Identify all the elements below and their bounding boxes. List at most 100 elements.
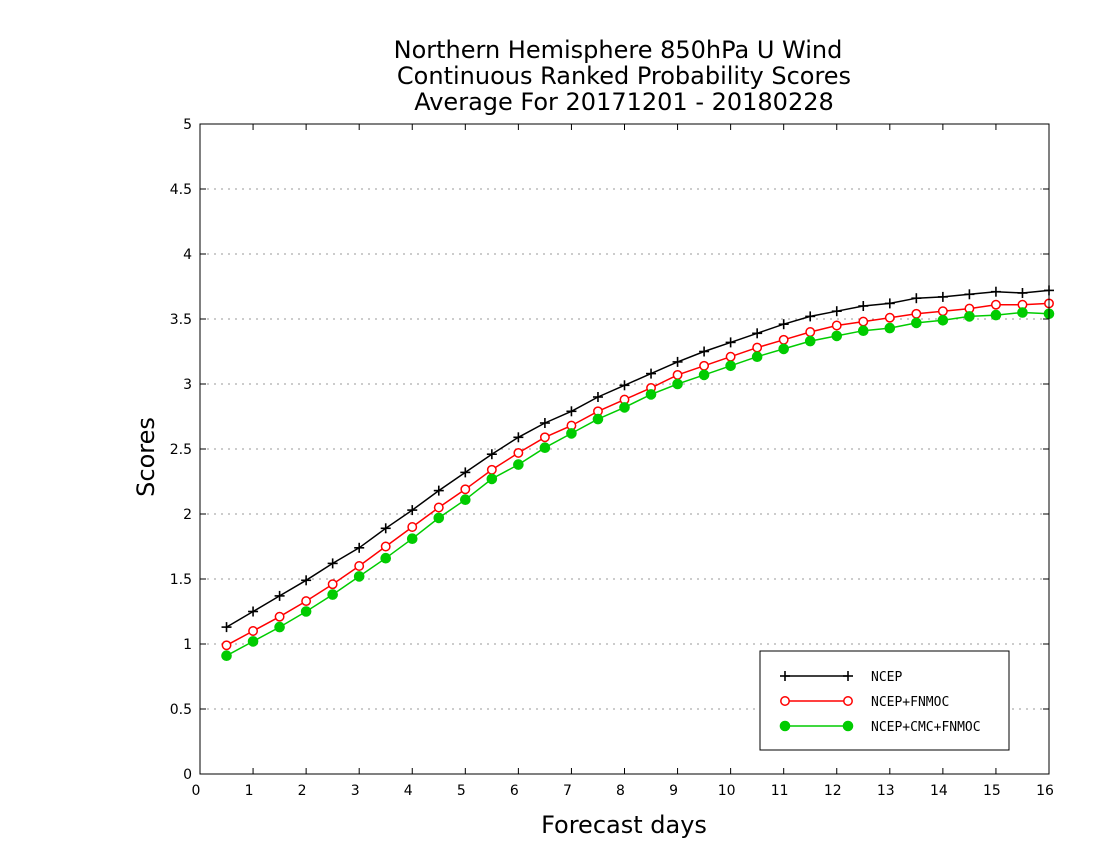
series-2-point-25 <box>884 322 896 334</box>
series-0 <box>221 285 1054 633</box>
series-line-0 <box>226 289 1050 628</box>
axis-ticks: 0 1 2 3 4 5 6 7 8 9 10 11 12 13 14 15 1600.511.522.533.5… <box>170 117 1054 799</box>
series-1-point-3 <box>301 596 312 607</box>
series-0-point-23 <box>831 306 842 317</box>
legend-marker-start-0 <box>780 671 790 681</box>
series-0-point-26 <box>911 293 922 304</box>
series-2-point-29 <box>990 309 1002 321</box>
series-1-point-10 <box>486 464 497 475</box>
chart-title: Northern Hemisphere 850hPa U Wind Contin… <box>394 36 851 116</box>
y-tick-label-3: 1.5 <box>170 572 192 588</box>
series-1-point-21 <box>778 334 789 345</box>
y-tick-label-7: 3.5 <box>170 312 192 328</box>
x-tick-label-7: 7 <box>563 783 572 799</box>
series-1-point-17 <box>672 369 683 380</box>
series-2-point-1 <box>247 636 259 647</box>
x-tick-label-13: 13 <box>877 783 895 799</box>
y-tick-label-10: 5 <box>183 117 192 133</box>
series-2-point-2 <box>274 621 285 633</box>
x-axis-title: Forecast days <box>541 811 707 839</box>
series-0-point-28 <box>964 289 975 300</box>
series-1-point-0 <box>221 640 232 651</box>
series-0-point-0 <box>221 622 232 633</box>
series-0-point-27 <box>937 291 948 302</box>
series-1-point-20 <box>752 342 763 353</box>
chart-title-line-2: Continuous Ranked Probability Scores <box>397 62 851 90</box>
series-0-point-30 <box>1017 288 1028 298</box>
series-1-point-11 <box>513 447 524 458</box>
x-tick-label-2: 2 <box>298 783 307 799</box>
legend: NCEP NCEP+FNMOC NCEP+CMC+FNMOC <box>759 650 1010 751</box>
series-2-point-12 <box>539 442 551 454</box>
series-0-point-6 <box>380 523 391 534</box>
series-1-point-6 <box>380 541 391 552</box>
x-tick-label-14: 14 <box>930 783 948 799</box>
chart-title-line-3: Average For 20171201 - 20180228 <box>414 88 834 116</box>
series-0-point-25 <box>884 298 895 309</box>
series-0-point-4 <box>327 558 338 569</box>
series-2-point-18 <box>698 369 710 381</box>
grid-lines <box>200 188 1049 710</box>
y-tick-label-6: 3 <box>183 377 192 393</box>
legend-marker-end-0 <box>843 671 853 681</box>
series-1-point-23 <box>831 320 842 331</box>
series-2-point-11 <box>513 459 524 470</box>
series-1-point-19 <box>725 351 736 362</box>
series-2-point-0 <box>221 650 232 662</box>
series-2-point-19 <box>725 360 736 372</box>
series-0-point-1 <box>248 606 259 617</box>
series-0-point-10 <box>486 449 497 460</box>
series-0-point-24 <box>858 301 869 311</box>
legend-label-0: NCEP <box>871 670 902 685</box>
series-1-point-9 <box>460 484 471 495</box>
series-1 <box>221 298 1054 651</box>
legend-label-2: NCEP+CMC+FNMOC <box>871 720 981 735</box>
x-tick-label-12: 12 <box>824 783 842 799</box>
series-0-point-5 <box>354 542 365 553</box>
x-tick-label-6: 6 <box>510 783 519 799</box>
series-1-point-24 <box>858 316 869 327</box>
series-0-point-21 <box>778 319 789 330</box>
series-2-point-16 <box>645 389 657 400</box>
series-1-point-25 <box>884 312 895 323</box>
legend-marker-end-1 <box>843 696 853 706</box>
y-tick-label-4: 2 <box>183 507 192 523</box>
series-0-point-8 <box>433 485 444 496</box>
legend-marker-start-1 <box>780 696 790 706</box>
series-2-point-17 <box>672 378 683 390</box>
series-2-point-28 <box>964 311 975 322</box>
series-2-point-8 <box>433 512 445 524</box>
series-0-point-20 <box>752 328 763 339</box>
x-tick-label-1: 1 <box>245 783 254 799</box>
series-1-point-29 <box>990 299 1001 310</box>
x-tick-label-10: 10 <box>718 783 736 799</box>
series-2-point-15 <box>619 402 630 413</box>
series-0-point-29 <box>990 286 1001 297</box>
legend-marker-start-2 <box>779 720 791 732</box>
series-2-point-24 <box>857 325 869 337</box>
series-2-point-6 <box>380 552 392 564</box>
series-0-point-14 <box>592 392 603 402</box>
series-0-point-17 <box>672 356 683 367</box>
y-axis-title: Scores <box>132 417 160 497</box>
series-2-point-4 <box>327 589 338 600</box>
y-tick-label-8: 4 <box>183 247 192 263</box>
series-2-point-21 <box>778 343 789 355</box>
series-0-point-18 <box>699 346 710 357</box>
series-2-point-20 <box>751 351 763 363</box>
y-tick-label-9: 4.5 <box>170 182 192 198</box>
x-tick-label-3: 3 <box>351 783 360 799</box>
series-2-point-13 <box>566 428 577 439</box>
series-2-point-26 <box>911 317 922 329</box>
y-tick-label-2: 1 <box>183 637 192 653</box>
series-line-2 <box>226 311 1050 657</box>
series-1-point-5 <box>354 561 365 571</box>
series-0-point-2 <box>274 590 285 601</box>
series-1-point-12 <box>539 432 550 443</box>
x-tick-label-5: 5 <box>457 783 466 799</box>
x-tick-label-0: 0 <box>192 783 201 799</box>
series-1-point-7 <box>407 522 418 532</box>
series-0-point-3 <box>301 575 312 586</box>
series-1-point-8 <box>433 502 444 513</box>
